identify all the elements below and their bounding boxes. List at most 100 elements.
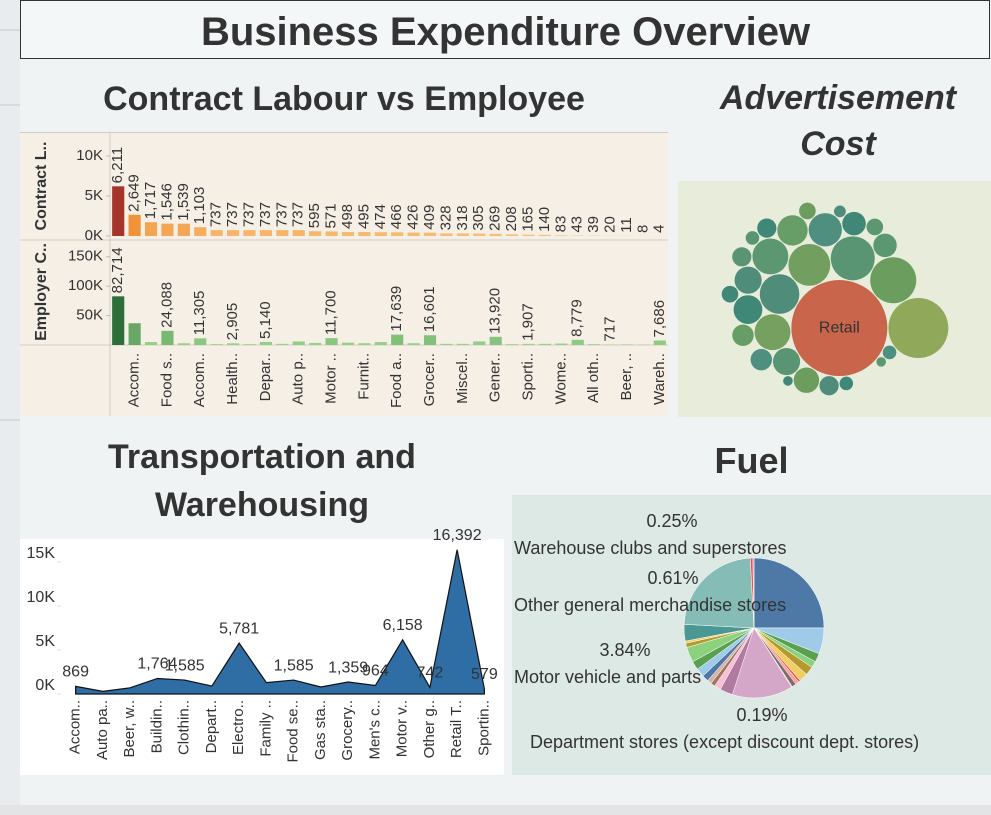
bar <box>555 235 568 236</box>
chart-title: Transportation and Warehousing <box>108 438 416 524</box>
value-label: 13,920 <box>487 288 504 334</box>
bubble-label: Retail <box>819 319 860 336</box>
bar <box>194 227 207 236</box>
y-tick-label: 5K <box>85 187 103 204</box>
value-label: 8 <box>634 225 651 233</box>
x-tick-label: Accom.. <box>126 353 143 407</box>
bubble <box>842 211 866 236</box>
bar <box>243 344 256 345</box>
y-tick-label: 100K <box>68 277 103 294</box>
slice-value: 3.84% <box>599 640 650 660</box>
slice-label: Department stores (except discount dept.… <box>530 732 919 752</box>
value-label: 5,781 <box>219 620 259 637</box>
bar <box>391 232 404 236</box>
x-tick-label: Health.. <box>224 353 241 405</box>
slice-value: 0.25% <box>646 511 697 531</box>
bubble <box>870 257 917 304</box>
bar <box>555 343 568 345</box>
bar <box>341 342 355 345</box>
bar <box>489 336 502 345</box>
x-tick-label: Motor v.. <box>394 700 411 757</box>
value-label: 737 <box>290 202 307 227</box>
value-label: 2,905 <box>224 303 241 341</box>
x-tick-label: Retail T.. <box>448 700 465 758</box>
bar <box>506 344 519 345</box>
chart-title: Contract Labour vs Employee <box>103 80 585 118</box>
bubble <box>888 298 949 359</box>
value-label: 498 <box>339 204 356 229</box>
bubble <box>793 367 820 393</box>
value-label: 1,539 <box>175 183 192 221</box>
bar <box>276 230 289 236</box>
bar <box>358 232 371 236</box>
bar <box>473 341 486 345</box>
bar <box>227 230 240 236</box>
y-tick-label: 0K <box>35 677 55 694</box>
value-label: 964 <box>362 663 389 680</box>
bar <box>653 340 666 345</box>
bar <box>374 342 387 345</box>
bubble <box>732 247 752 267</box>
bubble <box>772 347 801 376</box>
x-tick-label: Miscel.. <box>454 353 471 404</box>
x-tick-label: Food a.. <box>388 353 405 408</box>
scroll-strip <box>0 805 991 815</box>
bubble <box>734 266 762 294</box>
bar <box>522 234 535 236</box>
chart-title: Advertisement Cost <box>719 79 957 163</box>
bubble <box>876 357 886 367</box>
bubble <box>757 218 777 238</box>
value-label: 83 <box>552 216 569 233</box>
value-label: 737 <box>208 202 225 227</box>
bubble <box>745 231 760 245</box>
x-tick-label: Beer, w.. <box>121 700 138 758</box>
bar <box>194 338 207 345</box>
bar <box>473 233 486 236</box>
value-label: 742 <box>417 665 444 682</box>
slice-value: 0.61% <box>647 568 698 588</box>
slice-label: Warehouse clubs and superstores <box>514 538 786 558</box>
y-tick-label: 10K <box>27 589 56 606</box>
bar <box>177 223 190 236</box>
bar <box>538 234 551 236</box>
bar <box>440 233 453 236</box>
x-tick-label: Buildin.. <box>148 700 165 753</box>
x-tick-label: Accom.. <box>67 700 84 754</box>
x-tick-label: Men's c.. <box>366 700 383 760</box>
title-box <box>20 0 990 59</box>
x-tick-label: Depar.. <box>257 353 274 401</box>
value-label: 1,585 <box>274 657 314 674</box>
value-label: 8,779 <box>569 299 586 337</box>
x-tick-label: Gas sta.. <box>312 700 329 760</box>
x-tick-label: Grocery.. <box>339 700 356 761</box>
value-label: 4 <box>651 225 668 233</box>
bar <box>325 338 338 345</box>
bar <box>292 341 305 345</box>
value-label: 1,546 <box>158 183 175 221</box>
x-tick-label: Wareh.. <box>651 353 668 405</box>
value-label: 208 <box>503 206 520 231</box>
bar <box>309 342 322 345</box>
value-label: 595 <box>306 203 323 228</box>
bar <box>456 233 469 236</box>
bar <box>259 341 272 345</box>
bubble <box>834 205 846 218</box>
bar <box>309 231 322 236</box>
bar <box>161 223 174 236</box>
x-tick-label: Gener.. <box>487 353 504 402</box>
value-label: 328 <box>437 205 454 230</box>
bar <box>112 186 125 236</box>
bubble <box>783 376 793 386</box>
bar <box>588 344 601 345</box>
bubble <box>873 233 897 258</box>
bubble <box>799 202 816 220</box>
value-label: 2,649 <box>126 174 143 212</box>
slice-value: 0.19% <box>736 705 787 725</box>
value-label: 82,714 <box>109 247 126 293</box>
value-label: 20 <box>602 216 619 233</box>
x-tick-label: Electro.. <box>230 700 247 755</box>
value-label: 140 <box>536 207 553 232</box>
bar <box>374 232 387 236</box>
value-label: 474 <box>372 204 389 229</box>
pie-slice <box>752 557 755 629</box>
